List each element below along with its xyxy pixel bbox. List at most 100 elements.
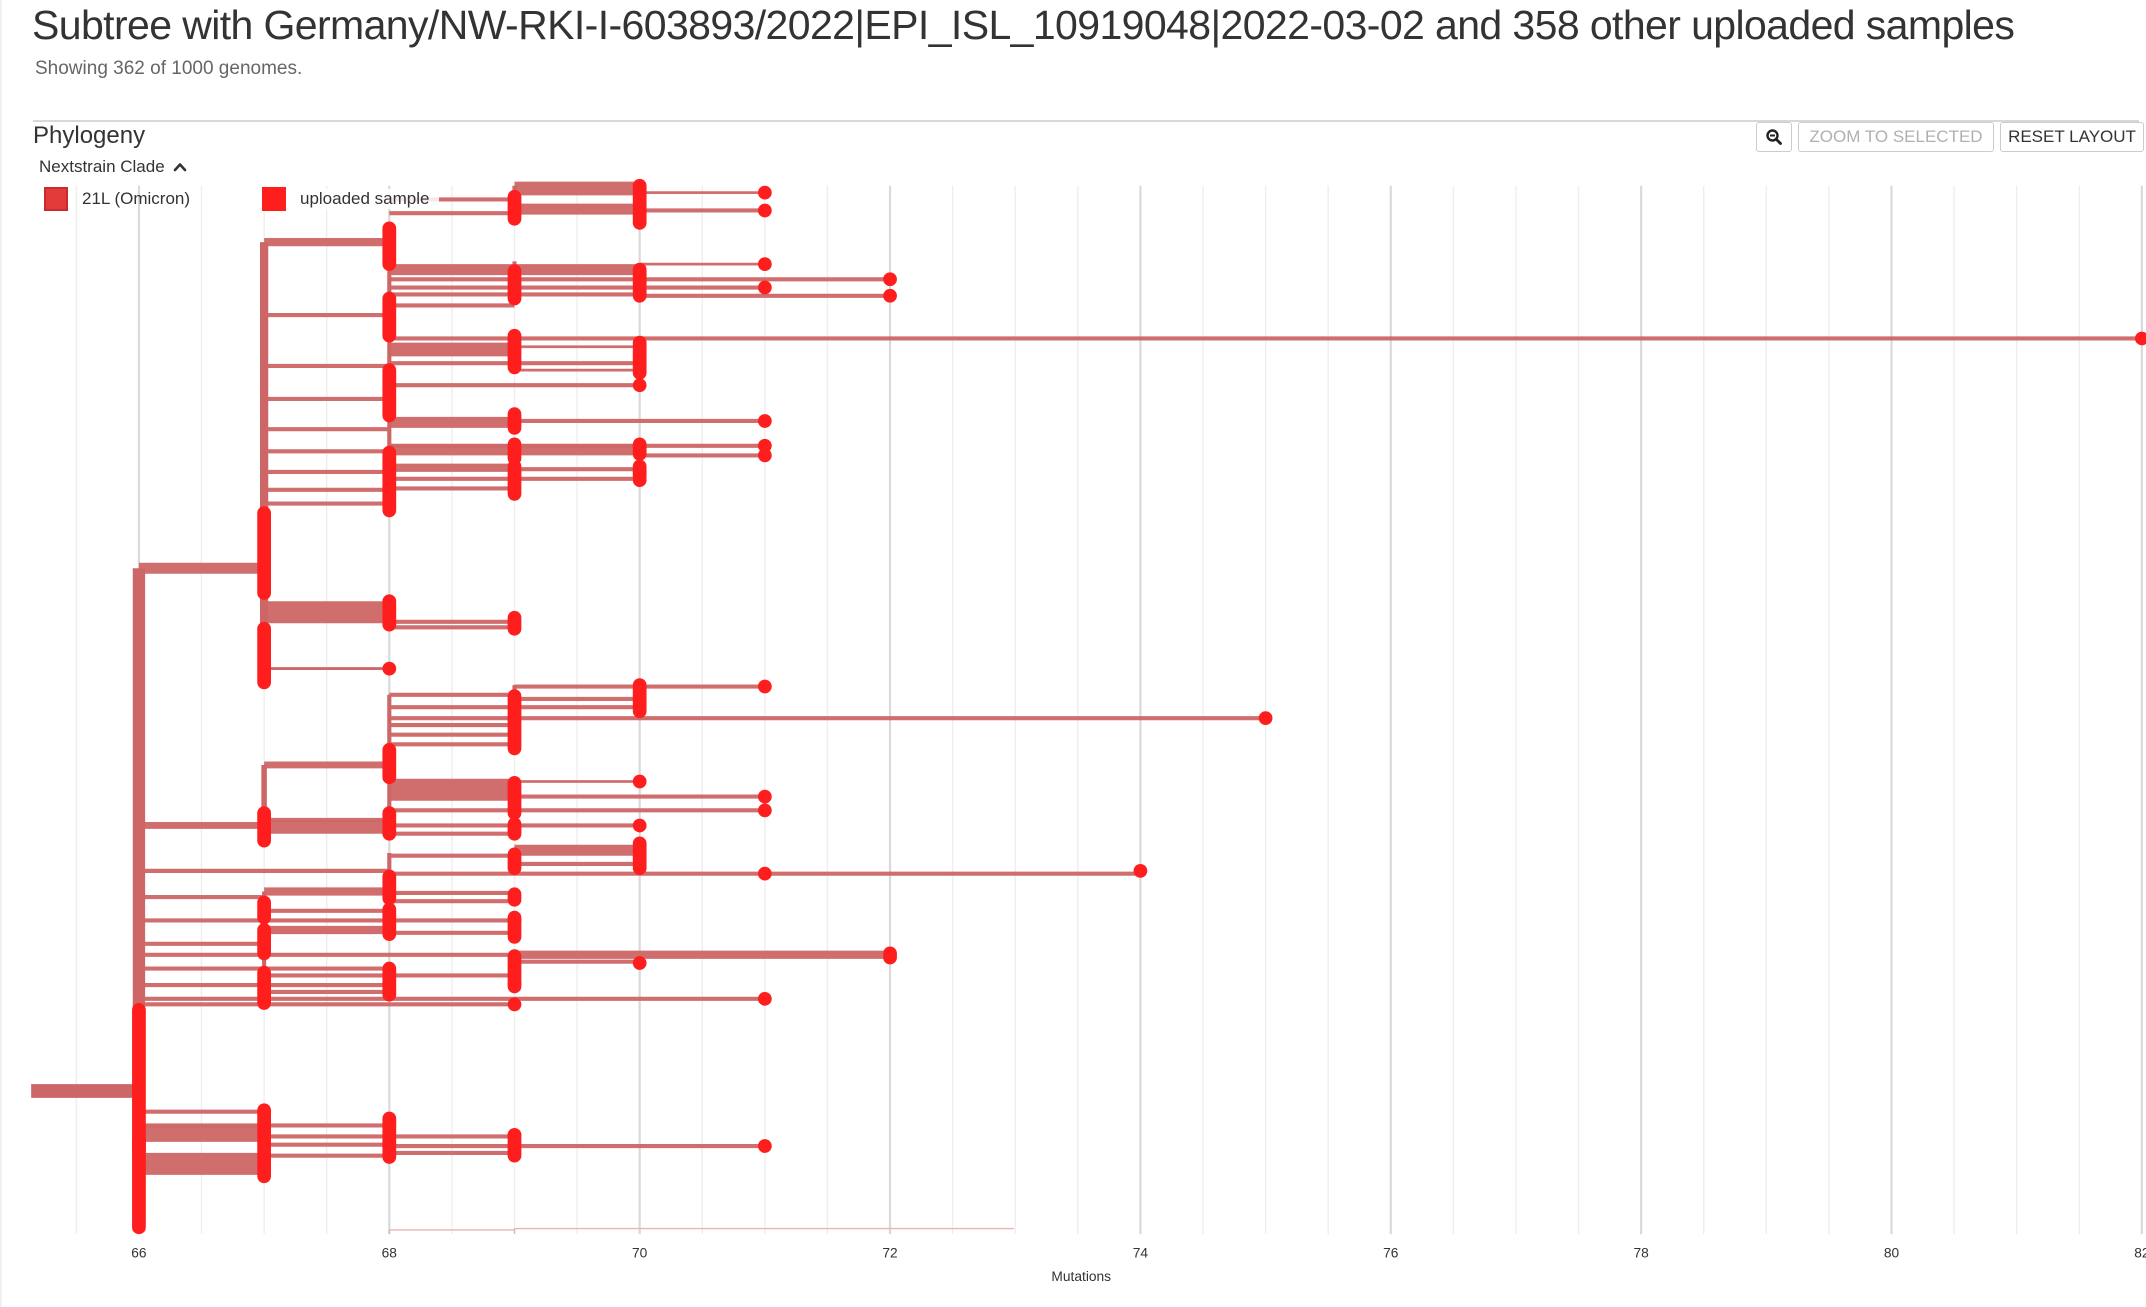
tree-branches[interactable]: [31, 181, 2142, 1232]
legend-label: uploaded sample: [300, 189, 440, 209]
tip-node: [257, 1104, 272, 1119]
tip-cluster: [507, 328, 522, 375]
tip-node: [883, 288, 897, 303]
zoom-out-button[interactable]: [1756, 122, 1792, 152]
tip-node: [757, 679, 772, 694]
tip-cluster: [382, 291, 397, 343]
tip-node: [757, 1139, 772, 1153]
tip-node: [757, 257, 772, 272]
tip-node: [507, 976, 522, 991]
tip-cluster: [883, 946, 897, 965]
x-tick-label: 66: [131, 1245, 147, 1260]
tip-cluster: [507, 610, 522, 636]
legend-swatch-21l: [44, 187, 68, 211]
tip-node: [757, 280, 772, 295]
zoom-to-selected-button[interactable]: ZOOM TO SELECTED: [1798, 122, 1994, 152]
tip-node: [883, 272, 897, 287]
tip-cluster: [382, 221, 397, 272]
x-tick-label: 76: [1383, 1245, 1399, 1260]
tip-node: [632, 774, 647, 789]
tip-cluster: [257, 621, 272, 690]
tip-cluster: [507, 847, 522, 876]
tree-tips[interactable]: [132, 178, 2146, 1235]
tip-cluster: [382, 594, 397, 632]
tip-node: [632, 956, 647, 970]
tip-node: [507, 1148, 522, 1163]
tip-cluster: [632, 678, 647, 719]
tip-node: [507, 913, 522, 928]
tip-node: [132, 1141, 146, 1156]
tip-cluster: [507, 689, 522, 756]
tip-node: [507, 930, 522, 944]
x-tick-label: 68: [382, 1245, 398, 1260]
tip-cluster: [382, 445, 397, 518]
scale-bar: [388, 1227, 1014, 1235]
tip-cluster: [507, 887, 522, 907]
tip-node: [757, 448, 772, 463]
tip-node: [632, 818, 647, 833]
legend-item-21l-omicron[interactable]: 21L (Omicron): [44, 187, 190, 211]
tip-node: [382, 661, 397, 676]
page-left-border: [0, 0, 2, 1307]
tip-cluster: [382, 742, 397, 785]
tip-cluster: [382, 961, 397, 1002]
tip-node: [1133, 863, 1148, 878]
panel-divider: [33, 120, 2139, 122]
x-tick-label: 70: [632, 1245, 648, 1260]
tip-node: [507, 826, 522, 841]
x-tick-label: 80: [1884, 1245, 1900, 1260]
tip-node: [507, 997, 522, 1012]
tip-node: [632, 473, 647, 488]
tip-node: [2134, 331, 2146, 346]
reset-layout-button[interactable]: RESET LAYOUT: [2000, 122, 2144, 152]
phylogeny-panel-title: Phylogeny: [33, 122, 146, 149]
chevron-up-icon: [173, 163, 186, 172]
tip-node: [632, 378, 647, 393]
tip-cluster: [382, 363, 397, 423]
tip-cluster: [257, 895, 272, 925]
legend-swatch-uploaded: [262, 187, 286, 211]
legend-item-uploaded-sample[interactable]: uploaded sample: [262, 187, 440, 211]
legend-label: 21L (Omicron): [82, 189, 191, 208]
color-by-label: Nextstrain Clade: [39, 157, 165, 176]
tip-cluster: [632, 178, 647, 230]
tip-cluster: [507, 775, 522, 820]
tip-node: [507, 1128, 522, 1142]
tip-cluster: [132, 1002, 146, 1235]
tip-node: [632, 463, 647, 478]
tip-cluster: [257, 923, 272, 961]
x-tick-label: 78: [1633, 1245, 1649, 1260]
zoom-out-icon: [1766, 129, 1782, 145]
tip-cluster: [257, 806, 272, 848]
x-tick-label: 82: [2134, 1245, 2146, 1260]
tip-cluster: [382, 902, 397, 942]
tip-cluster: [507, 264, 522, 306]
x-tick-label: 74: [1133, 1245, 1149, 1260]
tip-cluster: [507, 407, 522, 435]
tip-node: [382, 1118, 397, 1133]
grid-lines: [75, 185, 2143, 1235]
tip-node: [757, 803, 772, 818]
tip-cluster: [507, 459, 522, 501]
tip-node: [1258, 711, 1273, 726]
tip-node: [757, 185, 772, 200]
genome-count-subtitle: Showing 362 of 1000 genomes.: [35, 58, 303, 79]
tip-cluster: [257, 965, 272, 1010]
tip-node: [757, 438, 772, 453]
tip-cluster: [507, 437, 522, 466]
color-by-legend-toggle[interactable]: Nextstrain Clade: [39, 157, 187, 177]
tip-cluster: [382, 806, 397, 841]
tip-node: [757, 866, 772, 881]
tip-cluster: [632, 262, 647, 303]
tip-cluster: [632, 437, 647, 461]
tip-cluster: [257, 1103, 272, 1184]
x-tick-label: 72: [882, 1245, 897, 1260]
tip-node: [757, 789, 772, 804]
tip-cluster: [507, 189, 522, 226]
tip-cluster: [257, 506, 272, 600]
tip-node: [757, 203, 772, 218]
tip-cluster: [632, 335, 647, 380]
tip-cluster: [382, 869, 397, 906]
tip-node: [757, 414, 772, 428]
